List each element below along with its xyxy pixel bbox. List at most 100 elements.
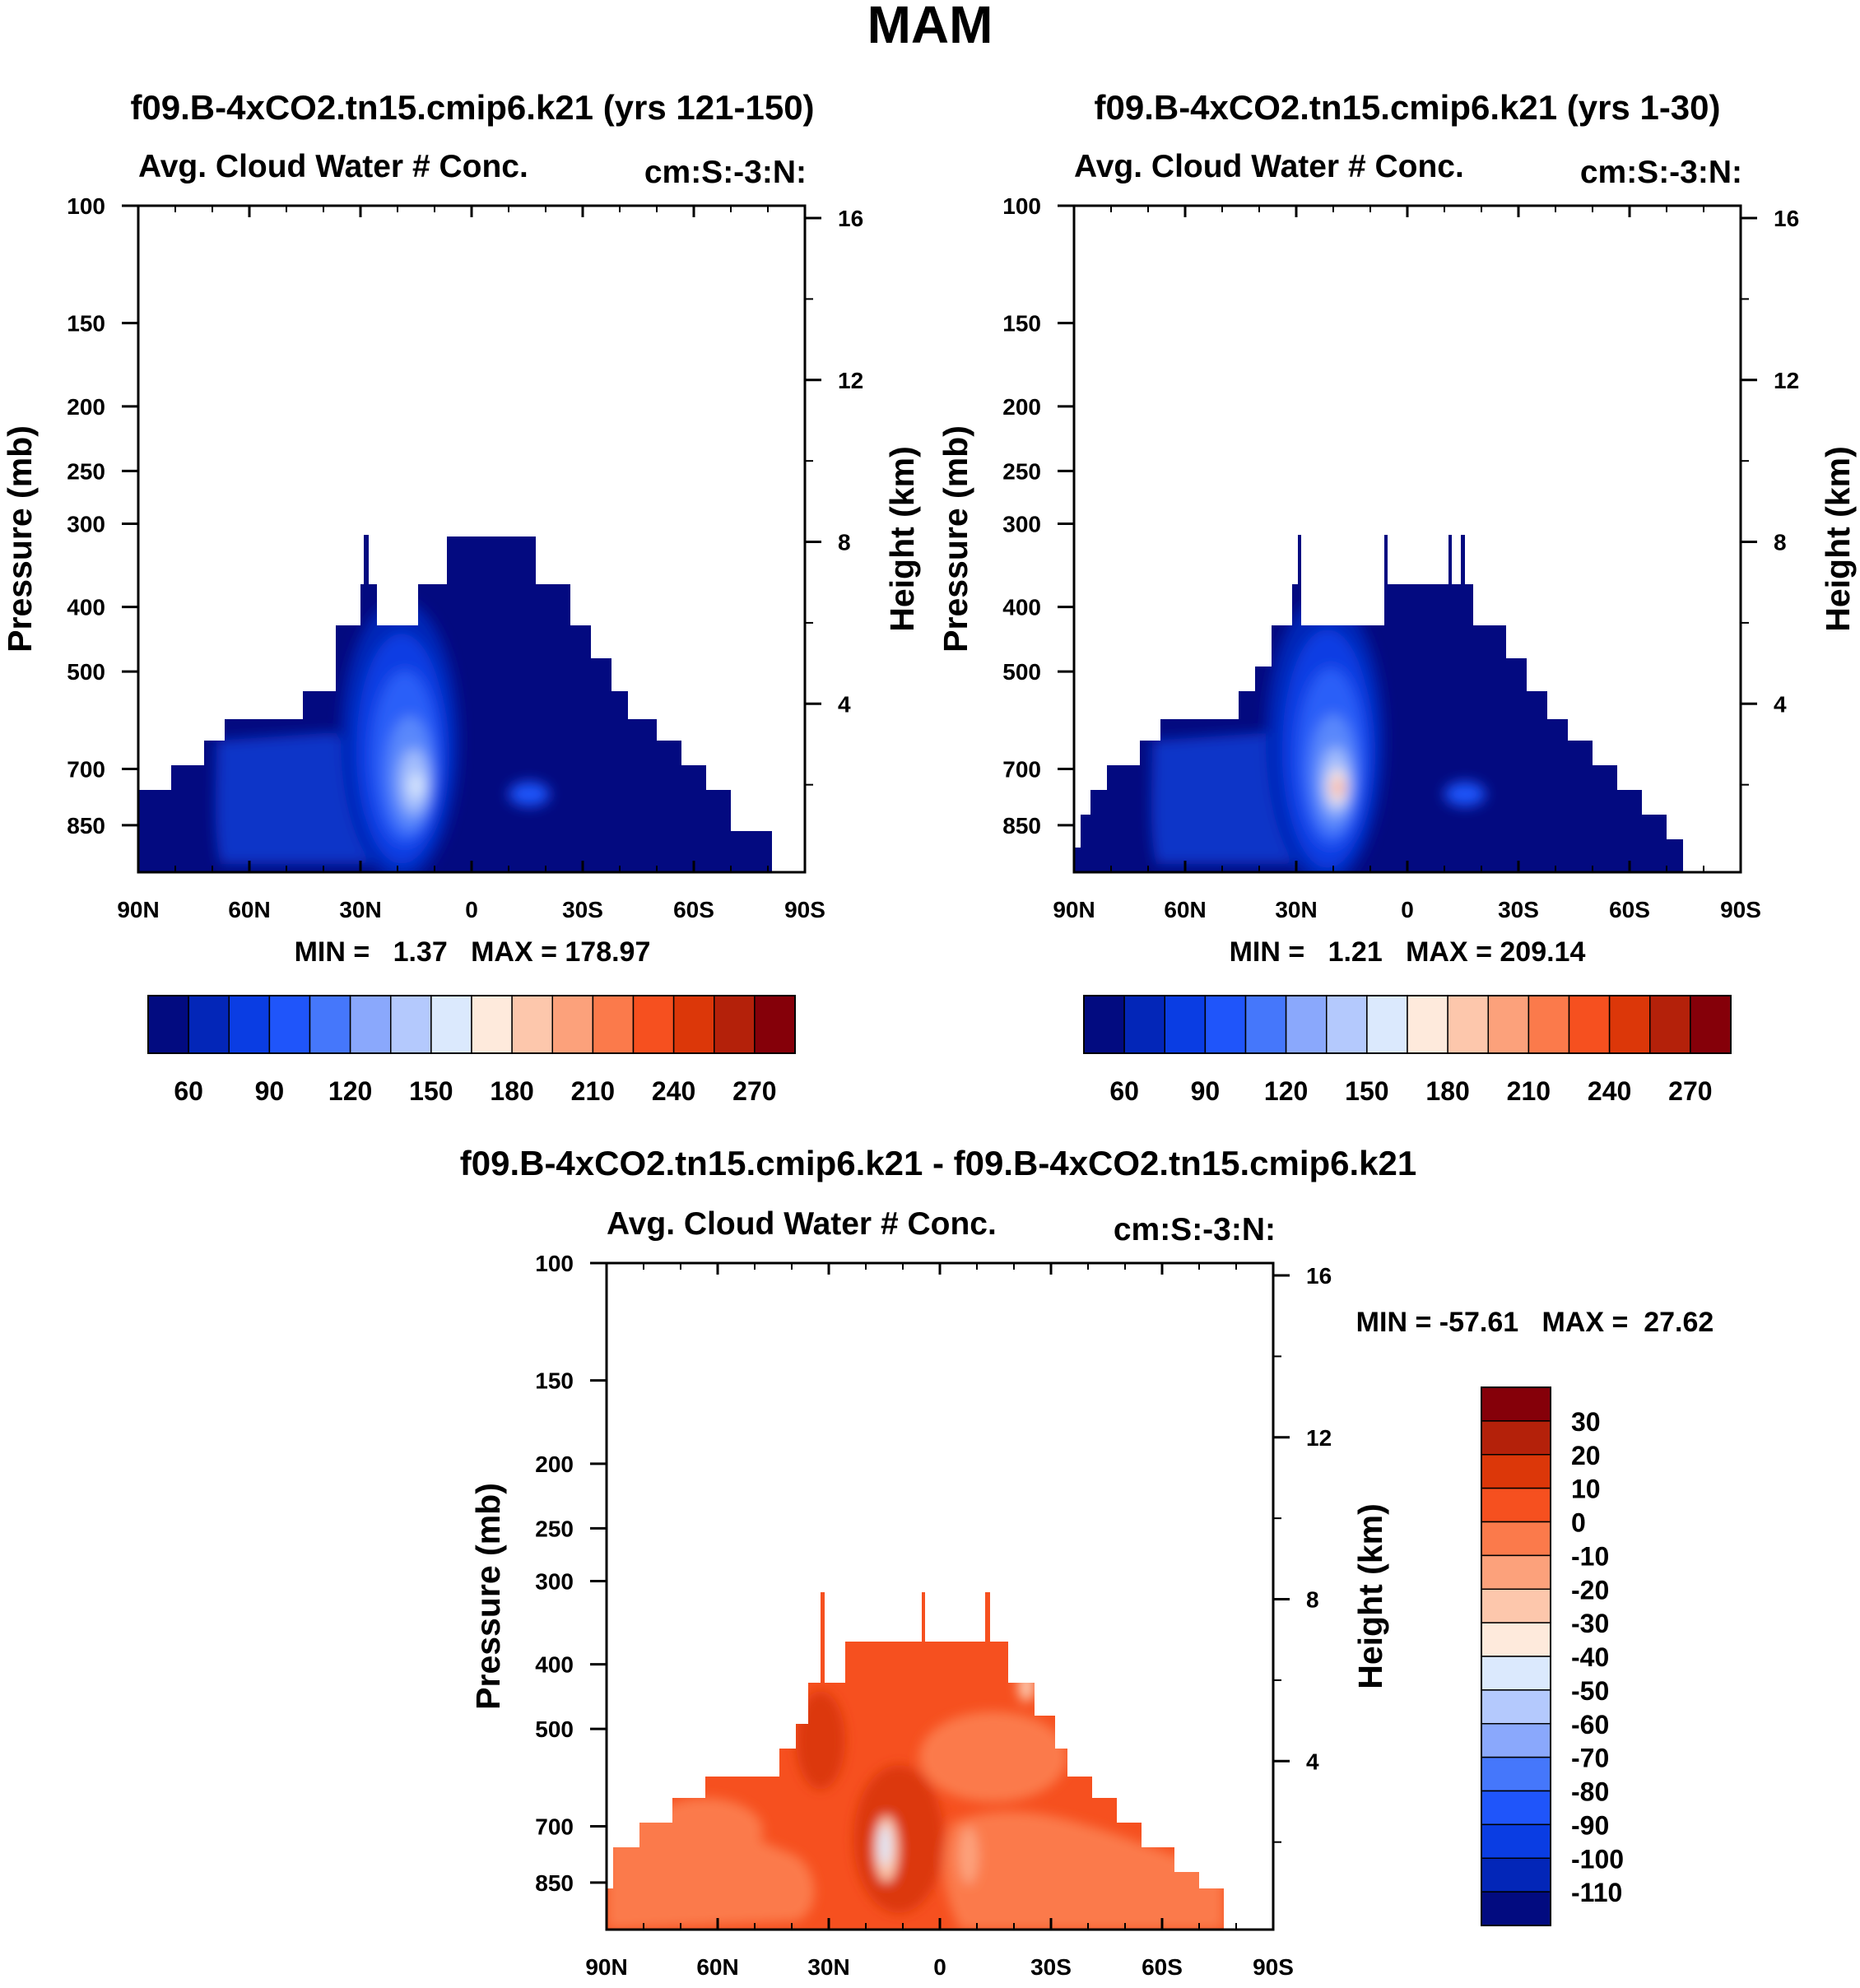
panel-2-y-tick-label-100: 100 <box>1002 193 1041 219</box>
panel-1-colorbar-box-3 <box>268 995 311 1054</box>
panel-3: f09.B-4xCO2.tn15.cmip6.k21 - f09.B-4xCO2… <box>460 1144 1714 1980</box>
panel-1-x-tick-label-90n: 90N <box>117 897 159 922</box>
panel-2-contour-secondary-cell <box>1444 782 1486 806</box>
panel-3-y-tick-label-700: 700 <box>535 1814 574 1840</box>
panel-3-y-tick-label-850: 850 <box>535 1870 574 1896</box>
panel-3-colorbar-label-20: -20 <box>1571 1575 1609 1605</box>
panel-2-x-tick-label-60s: 60S <box>1609 897 1650 922</box>
panel-2-colorbar-box-15 <box>1690 995 1732 1054</box>
panel-2-stats: MIN = 1.21 MAX = 209.14 <box>1230 936 1586 968</box>
panel-2-x-tick-label-0: 0 <box>1401 897 1414 922</box>
panel-1-x-tick-label-0: 0 <box>465 897 478 922</box>
panel-2-colorbar-label-210: 210 <box>1507 1076 1551 1106</box>
panel-1-y2-tick-label-4: 4 <box>838 691 851 717</box>
panel-1-colorbar-label-270: 270 <box>732 1076 776 1106</box>
panel-2-colorbar-box-14 <box>1649 995 1691 1054</box>
panel-3-colorbar-label-40: -40 <box>1571 1642 1609 1672</box>
panel-1-colorbar-label-120: 120 <box>328 1076 372 1106</box>
panel-2-colorbar-box-7 <box>1366 995 1408 1054</box>
panel-2-y2-tick-label-4: 4 <box>1774 691 1787 717</box>
panel-2-colorbar-box-8 <box>1407 995 1448 1054</box>
panel-1-y2-tick-label-16: 16 <box>838 206 863 231</box>
panel-1-colorbar-box-1 <box>188 995 230 1054</box>
panel-2-y-tick-label-500: 500 <box>1002 659 1041 685</box>
panel-1-plot-area: 90N 60N 30N 0 30S 60S 90S 100 150 200 250 300 400 500… <box>1 193 921 922</box>
panel-3-x-tick-label-30n: 30N <box>807 1954 849 1980</box>
panel-2-colorbar: 60 90 120 150 180 210 240 270 <box>1083 995 1732 1106</box>
panel-1-x-tick-label-90s: 90S <box>784 897 825 922</box>
panel-3-colorbar-box-14 <box>1481 1857 1551 1893</box>
panel-1-variable-title: Avg. Cloud Water # Conc. <box>138 149 528 184</box>
panel-1-y-tick-label-100: 100 <box>67 193 105 219</box>
panel-1-y-tick-label-200: 200 <box>67 394 105 420</box>
panel-1-units: cm:S:-3:N: <box>644 155 807 190</box>
panel-2-colorbar-box-6 <box>1326 995 1368 1054</box>
panel-3-x-tick-label-60n: 60N <box>696 1954 738 1980</box>
panel-1-colorbar-box-12 <box>632 995 675 1054</box>
panel-2-colorbar-box-10 <box>1487 995 1530 1054</box>
panel-1-colorbar-box-13 <box>672 995 715 1054</box>
panel-2-colorbar-label-150: 150 <box>1345 1076 1388 1106</box>
panel-2-y-tick-label-250: 250 <box>1002 458 1041 484</box>
panel-3-colorbar-box-12 <box>1481 1790 1551 1826</box>
panel-3-colorbar-box-3 <box>1481 1487 1551 1523</box>
panel-2-colorbar-box-12 <box>1568 995 1611 1054</box>
panel-3-contour-left-light <box>648 1798 763 1864</box>
panel-3-colorbar-box-11 <box>1481 1756 1551 1792</box>
panel-3-x-tick-label-0: 0 <box>933 1954 946 1980</box>
panel-2-colorbar-frame <box>1083 995 1732 1054</box>
panel-2-case-title: f09.B-4xCO2.tn15.cmip6.k21 (yrs 1-30) <box>1094 88 1720 127</box>
panel-1-x-tick-label-60n: 60N <box>228 897 270 922</box>
panel-2-y-tick-label-150: 150 <box>1002 311 1041 337</box>
panel-2-y-tick-label-300: 300 <box>1002 511 1041 536</box>
panel-1-colorbar-box-0 <box>147 995 189 1054</box>
panel-3-colorbar-label-30: 30 <box>1571 1407 1601 1437</box>
panel-3-y-tick-label-400: 400 <box>535 1652 574 1678</box>
panel-2-colorbar-box-3 <box>1204 995 1247 1054</box>
panel-3-colorbar-box-6 <box>1481 1588 1551 1623</box>
panel-2-units: cm:S:-3:N: <box>1580 155 1742 190</box>
panel-2-colorbar-box-13 <box>1608 995 1651 1054</box>
panel-3-y-tick-label-500: 500 <box>535 1716 574 1742</box>
panel-3-colorbar: 30 20 10 0-10 -20 -30 -40 -50 -60 -70 -80-90 -100 -1… <box>1481 1386 1624 1926</box>
panel-3-colorbar-box-2 <box>1481 1454 1551 1489</box>
panel-1-contour-secondary-cell <box>509 782 550 806</box>
panel-3-case-title: f09.B-4xCO2.tn15.cmip6.k21 - f09.B-4xCO2… <box>460 1144 1417 1182</box>
panel-1-y-tick-label-150: 150 <box>67 311 105 337</box>
figure-title: MAM <box>867 0 993 54</box>
panel-1-colorbar-box-14 <box>714 995 756 1054</box>
panel-2-y-axis-label: Pressure (mb) <box>937 425 974 653</box>
panel-1-y-tick-label-300: 300 <box>67 511 105 536</box>
panel-3-y2-axis-label: Height (km) <box>1351 1503 1389 1689</box>
panel-2-colorbar-box-2 <box>1164 995 1207 1054</box>
panel-1-colorbar-box-4 <box>309 995 351 1054</box>
panel-3-colorbar-box-7 <box>1481 1622 1551 1657</box>
panel-3-colorbar-frame <box>1481 1386 1551 1926</box>
panel-1-colorbar-box-15 <box>754 995 796 1054</box>
panel-1-y2-tick-label-12: 12 <box>838 368 863 393</box>
panel-3-colorbar-box-13 <box>1481 1823 1551 1859</box>
panel-3-colorbar-label-100: -100 <box>1571 1844 1624 1874</box>
panel-2-colorbar-box-0 <box>1083 995 1125 1054</box>
panel-1-y-tick-label-850: 850 <box>67 813 105 838</box>
panel-1-colorbar-frame <box>147 995 796 1054</box>
panel-3-colorbar-box-4 <box>1481 1521 1551 1557</box>
panel-3-colorbar-box-15 <box>1481 1891 1551 1926</box>
panel-2-y2-tick-label-8: 8 <box>1774 530 1787 555</box>
panel-1-colorbar-box-9 <box>511 995 553 1054</box>
panel-3-y-axis-label: Pressure (mb) <box>469 1483 507 1710</box>
panel-1-y-tick-label-250: 250 <box>67 458 105 484</box>
panel-3-x-tick-label-90n: 90N <box>585 1954 627 1980</box>
panel-1-colorbar-box-2 <box>228 995 271 1054</box>
panel-3-colorbar-label-20: 20 <box>1571 1441 1601 1470</box>
panel-3-colorbar-label-30: -30 <box>1571 1609 1609 1638</box>
panel-1-colorbar-label-210: 210 <box>571 1076 615 1106</box>
panel-3-x-tick-label-30s: 30S <box>1030 1954 1072 1980</box>
panel-2-y-tick-label-400: 400 <box>1002 595 1041 620</box>
panel-2-colorbar-label-270: 270 <box>1668 1076 1712 1106</box>
panel-3-contour-lower-right <box>943 1811 1224 1930</box>
panel-3-colorbar-label-80: -80 <box>1571 1777 1609 1807</box>
panel-2-y2-tick-label-16: 16 <box>1774 206 1799 231</box>
panel-2-y2-axis-label: Height (km) <box>1819 446 1857 632</box>
